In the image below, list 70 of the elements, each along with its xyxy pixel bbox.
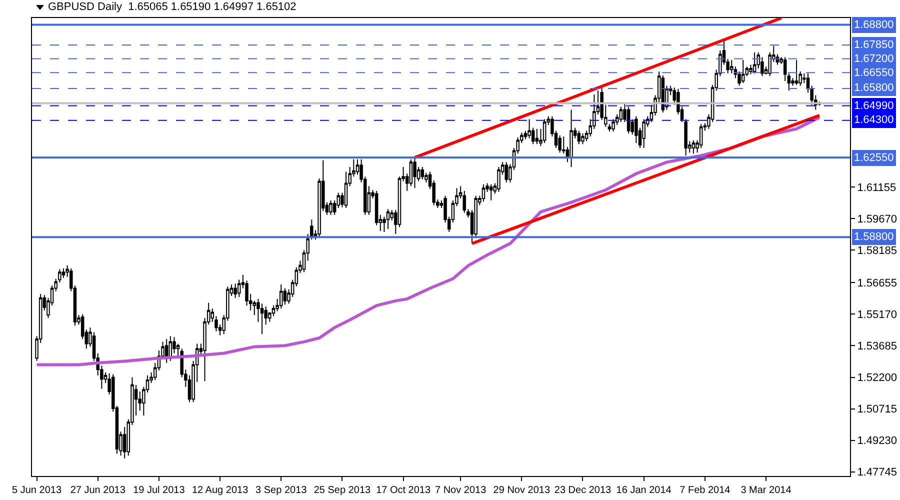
candlestick (752, 52, 756, 74)
candlestick (504, 162, 508, 183)
y-tick-label: 1.61155 (857, 182, 896, 194)
ref-line-label: 1.68800 (854, 19, 894, 31)
x-tick-label: 12 Aug 2013 (192, 485, 249, 496)
candlestick (260, 303, 264, 335)
candlestick (787, 72, 791, 92)
chart-title: GBPUSD Daily 1.65065 1.65190 1.64997 1.65102 (48, 1, 296, 14)
x-tick-label: 7 Feb 2014 (680, 485, 731, 496)
ref-line-label: 1.58800 (854, 231, 894, 243)
candlestick (462, 190, 466, 214)
candlestick (329, 200, 332, 216)
candlestick (344, 171, 348, 209)
candlestick (409, 158, 413, 187)
candlestick (237, 279, 241, 298)
x-tick-label: 3 Mar 2014 (740, 485, 792, 496)
candlestick (760, 56, 764, 77)
candlestick (570, 109, 573, 168)
x-tick-label: 5 Jun 2013 (12, 485, 62, 496)
candlestick (577, 130, 581, 145)
ref-line-label: 1.65800 (854, 82, 894, 94)
y-tick-label: 1.47745 (857, 466, 897, 479)
ref-line-label: 1.64300 (854, 114, 894, 126)
candlestick (730, 60, 734, 74)
ref-line-label: 1.64990 (854, 100, 894, 112)
candlestick (699, 123, 703, 148)
y-tick-label: 1.49230 (857, 435, 897, 448)
candlestick (234, 283, 237, 298)
candlestick (420, 166, 424, 180)
candlestick (413, 157, 416, 189)
candlestick (692, 140, 696, 154)
candlestick (612, 118, 615, 132)
x-tick-label: 19 Jul 2013 (133, 485, 186, 496)
y-tick-label: 1.50715 (857, 404, 897, 416)
ref-line-label: 1.62550 (854, 152, 894, 164)
ref-line-label: 1.66550 (854, 67, 894, 79)
line-series (35, 116, 821, 366)
candlestick (279, 284, 283, 309)
candlestick (542, 118, 546, 144)
ref-line-label: 1.67850 (854, 39, 894, 51)
x-tick-label: 7 Nov 2013 (434, 485, 487, 496)
x-tick-label: 3 Sep 2013 (256, 485, 308, 496)
x-tick-label: 23 Dec 2013 (554, 485, 612, 496)
candlestick (634, 116, 638, 144)
candlestick (741, 60, 745, 84)
y-tick-label: 1.53685 (857, 340, 897, 353)
candlestick (489, 184, 493, 201)
x-tick-label: 25 Sep 2013 (314, 485, 372, 496)
candlestick (783, 56, 787, 82)
candlestick (535, 128, 539, 145)
candlestick (626, 106, 630, 134)
candlestick (581, 133, 584, 145)
y-tick-label: 1.56655 (857, 278, 897, 290)
y-tick-label: 1.52200 (857, 372, 897, 384)
y-tick-label: 1.58185 (857, 245, 897, 258)
y-tick-label: 1.55170 (857, 309, 897, 322)
candlestick (642, 118, 646, 148)
x-tick-label: 29 Nov 2013 (493, 485, 550, 496)
x-tick-label: 16 Jan 2014 (616, 485, 672, 496)
candlestick (62, 268, 66, 278)
candlestick (619, 106, 623, 123)
candlestick (283, 288, 287, 306)
ref-line-label: 1.67200 (854, 53, 894, 65)
candlestick (794, 60, 798, 86)
y-tick-label: 1.59670 (857, 214, 897, 226)
candlestick (386, 208, 390, 230)
x-tick-label: 27 Jun 2013 (70, 485, 126, 496)
x-tick-label: 17 Oct 2013 (376, 485, 431, 496)
candlestick (482, 184, 486, 202)
candlestick (558, 134, 562, 154)
